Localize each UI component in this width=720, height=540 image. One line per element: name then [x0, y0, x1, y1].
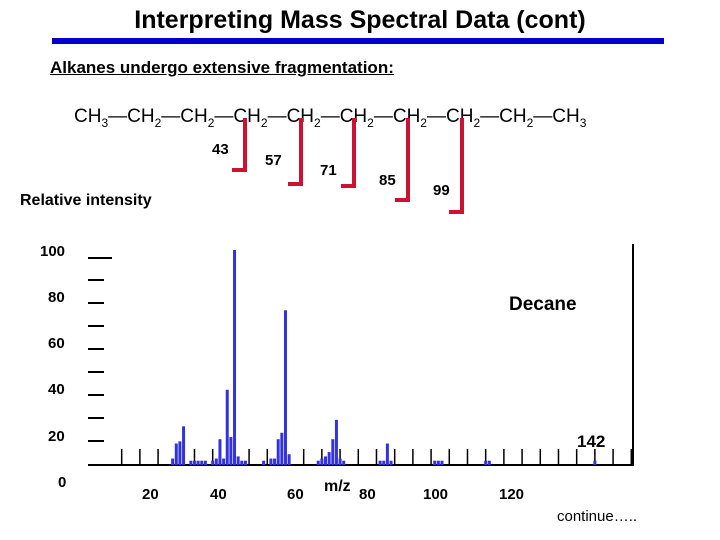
formula-bond: —	[214, 106, 234, 127]
x-tick-label: 120	[499, 486, 525, 503]
formula-group: CH3	[74, 106, 109, 130]
x-axis-label: m/z	[324, 478, 351, 495]
formula-group: CH2	[339, 106, 374, 130]
y-tick-label: 60	[48, 335, 65, 352]
formula-group: CH2	[499, 106, 534, 130]
y-axis-label: Relative intensity	[20, 192, 152, 209]
molecular-ion-label: 142	[577, 432, 606, 451]
formula-bond: —	[480, 106, 500, 127]
y-tick-label: 0	[58, 474, 67, 491]
y-tick-label: 100	[40, 243, 66, 260]
fragment-bracket	[449, 118, 464, 214]
x-tick-label: 60	[287, 486, 304, 503]
formula-bond: —	[373, 106, 393, 127]
slide-subtitle: Alkanes undergo extensive fragmentation:	[50, 58, 394, 77]
formula-bond: —	[161, 106, 181, 127]
fragment-bracket	[395, 118, 410, 202]
formula-group: CH2	[392, 106, 427, 130]
slide-title: Interpreting Mass Spectral Data (cont)	[134, 6, 586, 34]
formula-bond: —	[267, 106, 287, 127]
x-axis-ticks	[120, 449, 633, 465]
formula-group: CH2	[180, 106, 215, 130]
fragment-label-43: 43	[212, 141, 229, 158]
fragment-label-99: 99	[433, 182, 450, 199]
y-tick-label: 40	[48, 381, 65, 398]
fragment-label-71: 71	[320, 162, 337, 179]
fragment-bracket	[288, 118, 303, 186]
formula-group: CH3	[552, 106, 587, 130]
fragment-label-57: 57	[265, 152, 282, 169]
formula-bond: —	[533, 106, 553, 127]
y-tick-label: 20	[48, 428, 65, 445]
formula-group: CH2	[127, 106, 162, 130]
decane-formula: CH3—CH2—CH2—CH2—CH2—CH2—CH2—CH2—CH2—CH3	[74, 106, 586, 130]
x-tick-label: 20	[142, 486, 159, 503]
fragment-bracket	[232, 118, 247, 172]
formula-bond: —	[320, 106, 340, 127]
x-tick-label: 80	[359, 486, 376, 503]
x-tick-label: 40	[210, 486, 227, 503]
y-tick-label: 80	[48, 289, 65, 306]
formula-bond: —	[426, 106, 446, 127]
y-minor-ticks	[88, 257, 112, 442]
spectrum-peaks	[171, 250, 597, 465]
formula-group: CH2	[445, 106, 481, 130]
formula-group: CH2	[233, 106, 268, 130]
formula-bond: —	[108, 106, 128, 127]
formula-group: CH2	[286, 106, 321, 130]
x-tick-label: 100	[423, 486, 449, 503]
compound-label: Decane	[509, 294, 577, 315]
continue-note[interactable]: continue…..	[557, 508, 638, 525]
fragment-label-85: 85	[379, 172, 396, 189]
title-underline-bar	[52, 38, 664, 44]
fragment-bracket	[341, 118, 356, 188]
